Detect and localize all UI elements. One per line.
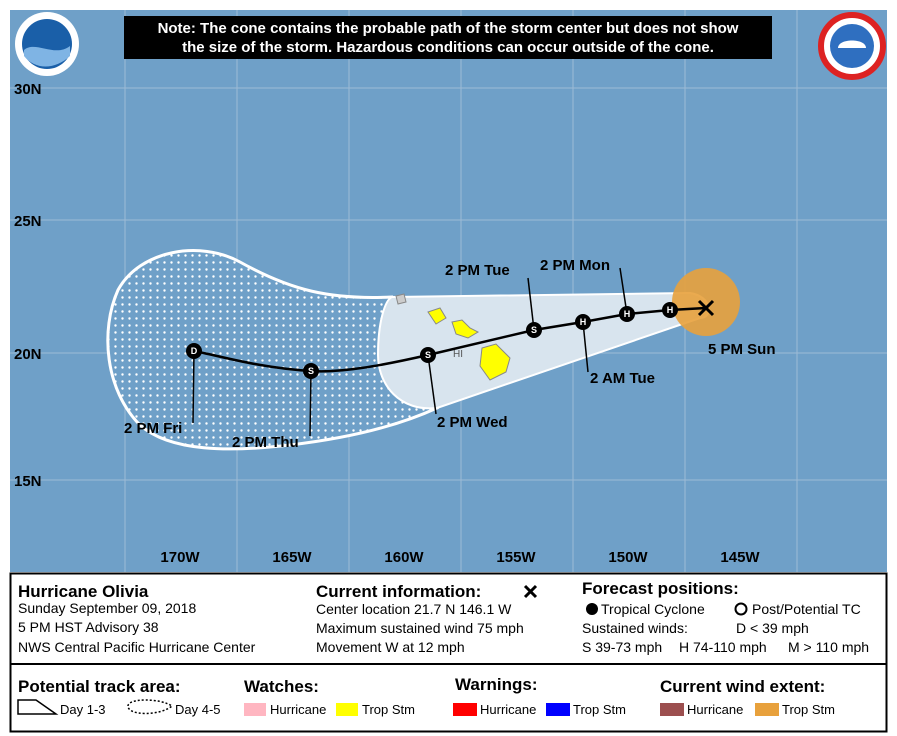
cone-icon xyxy=(127,699,174,715)
track-point xyxy=(662,302,678,318)
note-line: Note: The cone contains the probable pat… xyxy=(158,20,739,37)
noaa-logo xyxy=(15,12,79,76)
legend-text: Trop Stm xyxy=(362,702,415,717)
forecast-text: Sustained winds: xyxy=(582,620,688,636)
note-line: the size of the storm. Hazardous conditi… xyxy=(182,39,714,56)
forecast-text: S 39-73 mph xyxy=(582,639,662,655)
swatch xyxy=(244,703,266,716)
track-point xyxy=(526,322,542,338)
ptc-icon xyxy=(734,602,748,616)
lon-label: 150W xyxy=(608,549,648,566)
swatch xyxy=(453,703,477,716)
legend-title: Watches: xyxy=(244,677,319,696)
lon-label: 165W xyxy=(272,549,312,566)
track-point xyxy=(420,347,436,363)
legend-text: Hurricane xyxy=(270,702,326,717)
point-letter: S xyxy=(531,325,537,335)
track-label: 5 PM Sun xyxy=(708,341,776,358)
swatch xyxy=(546,703,570,716)
track-label: 2 AM Tue xyxy=(590,370,655,387)
point-letter: H xyxy=(580,317,587,327)
track-label: 2 PM Mon xyxy=(540,257,610,274)
legend-title: Warnings: xyxy=(455,675,537,694)
swatch xyxy=(660,703,684,716)
lon-label: 155W xyxy=(496,549,536,566)
point-letter: H xyxy=(667,305,674,315)
region-label: HI xyxy=(453,349,463,360)
lon-label: 170W xyxy=(160,549,200,566)
track-label: 2 PM Thu xyxy=(232,434,299,451)
legend-text: Day 1-3 xyxy=(60,702,106,717)
nws-logo xyxy=(818,12,886,80)
lon-label: 160W xyxy=(384,549,424,566)
track-point xyxy=(619,306,635,322)
forecast-text: M > 110 mph xyxy=(788,639,869,655)
lon-label: 145W xyxy=(720,549,760,566)
track-point xyxy=(575,314,591,330)
legend-text: Hurricane xyxy=(687,702,743,717)
info-line: Sunday September 09, 2018 xyxy=(18,600,196,616)
point-letter: H xyxy=(624,309,631,319)
cone-icon xyxy=(17,699,59,715)
tc-icon xyxy=(586,603,598,615)
legend-text: Day 4-5 xyxy=(175,702,221,717)
current-position xyxy=(697,299,715,317)
legend-title: Potential track area: xyxy=(18,677,181,696)
info-line: NWS Central Pacific Hurricane Center xyxy=(18,639,256,655)
current-title: Current information: xyxy=(316,582,481,601)
note-box xyxy=(124,16,772,59)
point-letter: S xyxy=(425,350,431,360)
track-label: 2 PM Fri xyxy=(124,420,182,437)
legend-text: Trop Stm xyxy=(782,702,835,717)
wind-extent xyxy=(672,268,740,336)
forecast-title: Forecast positions: xyxy=(582,579,739,598)
track-label: 2 PM Tue xyxy=(445,262,510,279)
current-icon xyxy=(523,584,538,599)
storm-name: Hurricane Olivia xyxy=(18,582,149,601)
islands xyxy=(395,293,511,381)
forecast-text: H 74-110 mph xyxy=(679,639,767,655)
current-line: Maximum sustained wind 75 mph xyxy=(316,620,524,636)
point-letter: S xyxy=(308,366,314,376)
forecast-text: Tropical Cyclone xyxy=(601,601,705,617)
track-points: H H H S S S D xyxy=(186,299,715,379)
info-line: 5 PM HST Advisory 38 xyxy=(18,619,159,635)
cone-day-4-5 xyxy=(106,249,439,451)
track-point xyxy=(186,343,202,359)
leader-lines xyxy=(192,267,628,437)
swatch xyxy=(755,703,779,716)
forecast-text: Post/Potential TC xyxy=(752,601,861,617)
legend-title: Current wind extent: xyxy=(660,677,825,696)
legend-text: Trop Stm xyxy=(573,702,626,717)
track-label: 2 PM Wed xyxy=(437,414,508,431)
lat-label: 30N xyxy=(14,81,42,98)
lat-label: 20N xyxy=(14,346,42,363)
lat-label: 25N xyxy=(14,213,42,230)
point-letter: D xyxy=(191,346,198,356)
track-point xyxy=(303,363,319,379)
forecast-text: D < 39 mph xyxy=(736,620,809,636)
current-line: Movement W at 12 mph xyxy=(316,639,465,655)
swatch xyxy=(336,703,358,716)
current-line: Center location 21.7 N 146.1 W xyxy=(316,601,512,617)
legend-text: Hurricane xyxy=(480,702,536,717)
lat-label: 15N xyxy=(14,473,42,490)
